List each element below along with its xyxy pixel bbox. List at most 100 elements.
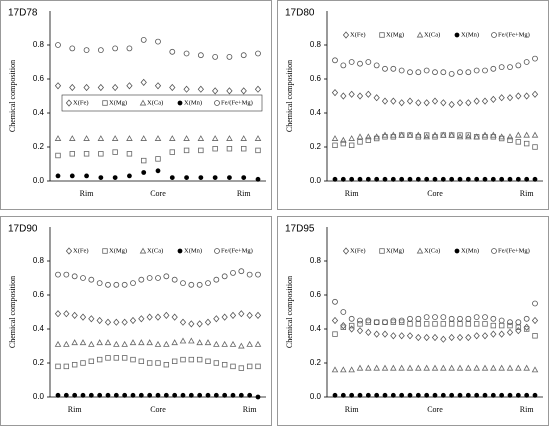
- marker: [83, 151, 90, 157]
- marker: [481, 131, 489, 138]
- marker: [230, 392, 236, 398]
- marker: [196, 281, 203, 288]
- marker: [104, 339, 112, 346]
- panel-frame: [0, 0, 272, 210]
- marker: [71, 311, 78, 320]
- marker: [255, 271, 261, 278]
- marker: [340, 62, 347, 69]
- marker: [83, 47, 90, 53]
- y-tick-label: 0.2: [33, 358, 45, 367]
- marker: [490, 95, 497, 104]
- marker: [213, 392, 219, 398]
- marker: [139, 247, 147, 254]
- marker: [465, 99, 472, 107]
- marker: [440, 99, 447, 107]
- marker: [374, 392, 380, 398]
- marker: [432, 176, 438, 182]
- marker: [69, 83, 76, 92]
- marker: [382, 176, 388, 182]
- y-tick-label: 0.4: [33, 108, 45, 117]
- marker: [423, 364, 430, 371]
- marker: [431, 333, 439, 342]
- marker: [238, 392, 244, 398]
- panel-title: 17D95: [285, 224, 315, 235]
- marker: [490, 131, 497, 138]
- marker: [97, 392, 103, 398]
- panel-title: 17D78: [8, 8, 38, 19]
- marker: [102, 100, 108, 106]
- marker: [221, 273, 228, 280]
- marker: [365, 133, 372, 140]
- marker: [171, 339, 178, 346]
- marker: [154, 313, 162, 321]
- panel: 17D95 Chemical composition 0.0 0.2 0.4 0.6 0.8…: [277, 216, 549, 426]
- marker: [507, 392, 513, 398]
- marker: [254, 311, 262, 320]
- marker: [97, 47, 104, 53]
- marker: [491, 248, 497, 254]
- marker: [129, 316, 137, 325]
- marker: [432, 321, 438, 327]
- marker: [515, 62, 522, 69]
- marker: [155, 168, 161, 174]
- marker: [423, 133, 430, 140]
- marker: [482, 176, 488, 182]
- marker: [104, 318, 112, 326]
- marker: [365, 317, 372, 324]
- marker: [197, 52, 204, 59]
- marker: [348, 315, 355, 322]
- marker: [506, 94, 514, 102]
- marker: [374, 176, 380, 182]
- marker: [348, 322, 355, 329]
- marker: [198, 147, 204, 154]
- marker: [365, 328, 372, 337]
- marker: [331, 135, 339, 141]
- marker: [332, 142, 338, 148]
- marker: [112, 149, 118, 155]
- marker: [63, 392, 69, 398]
- marker: [523, 140, 530, 147]
- marker: [506, 133, 514, 140]
- marker: [448, 100, 455, 109]
- marker: [212, 87, 219, 95]
- y-axis-title: Chemical composition: [8, 60, 17, 132]
- marker: [398, 67, 405, 74]
- legend-label: X(Mn): [184, 99, 202, 106]
- marker: [373, 319, 380, 326]
- marker: [457, 132, 463, 138]
- marker: [399, 176, 405, 182]
- marker: [507, 64, 513, 70]
- marker: [188, 281, 195, 288]
- marker: [230, 363, 236, 370]
- marker: [254, 340, 262, 347]
- marker: [69, 135, 76, 141]
- marker: [382, 392, 388, 398]
- marker: [491, 32, 497, 38]
- marker: [169, 135, 176, 141]
- marker: [523, 92, 530, 100]
- marker: [246, 311, 253, 320]
- y-axis-title: Chemical composition: [285, 276, 294, 348]
- marker: [423, 333, 430, 342]
- marker: [214, 248, 220, 254]
- marker: [222, 392, 228, 398]
- marker: [229, 340, 237, 347]
- marker: [138, 276, 145, 283]
- marker: [80, 392, 86, 398]
- x-tick-label: Rim: [345, 189, 360, 198]
- marker: [382, 65, 388, 72]
- marker: [255, 363, 261, 370]
- marker: [213, 340, 220, 347]
- marker: [127, 173, 132, 179]
- marker: [473, 133, 480, 140]
- marker: [473, 332, 480, 340]
- marker: [196, 356, 203, 363]
- marker: [457, 321, 463, 327]
- marker: [415, 333, 422, 342]
- marker: [440, 335, 447, 343]
- marker: [169, 83, 176, 92]
- marker: [240, 87, 247, 95]
- marker: [431, 131, 439, 138]
- marker: [507, 176, 513, 182]
